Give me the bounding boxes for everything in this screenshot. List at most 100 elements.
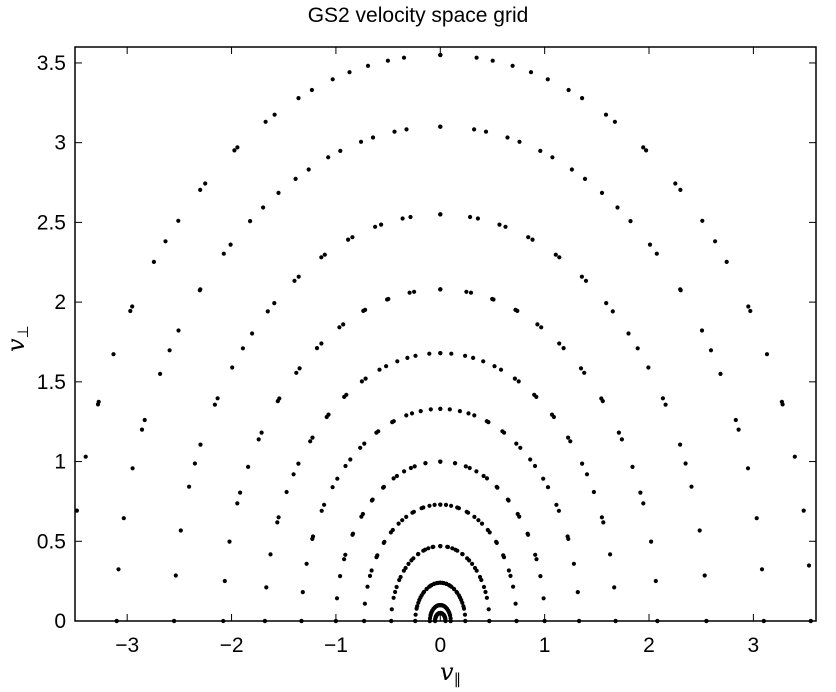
data-point — [438, 406, 443, 411]
y-tick-label: 2.5 — [37, 211, 66, 234]
data-point — [388, 530, 393, 535]
data-point — [343, 552, 348, 557]
data-point — [173, 573, 178, 578]
data-point — [603, 112, 609, 117]
data-point — [571, 561, 577, 566]
data-point — [319, 255, 324, 260]
data-point — [342, 394, 347, 399]
data-point — [275, 520, 280, 525]
data-point — [503, 224, 508, 229]
data-point — [481, 359, 486, 364]
tick-labels: −3 −2 −1 0 1 2 3 0 0.5 1 1.5 2 2.5 3 3.5 — [37, 52, 759, 657]
data-point — [704, 618, 709, 624]
data-point — [158, 371, 163, 376]
tick-marks — [75, 47, 816, 622]
data-point — [413, 618, 418, 624]
data-point — [792, 454, 797, 459]
data-point — [272, 301, 277, 306]
data-point — [74, 508, 79, 513]
data-point — [748, 308, 753, 314]
data-point — [583, 278, 589, 283]
x-tick-label: −2 — [220, 634, 244, 657]
data-point — [297, 366, 302, 371]
data-point — [467, 465, 472, 471]
data-point — [438, 124, 443, 129]
data-point — [296, 461, 301, 466]
data-point — [221, 251, 226, 256]
data-point — [754, 516, 759, 521]
data-point — [463, 464, 468, 469]
plot-frame — [74, 46, 817, 622]
data-point — [404, 413, 409, 418]
data-point — [510, 63, 515, 68]
data-point — [250, 331, 255, 336]
data-point — [291, 472, 296, 477]
data-point — [577, 618, 582, 624]
data-point — [486, 607, 491, 612]
data-point — [538, 574, 543, 579]
data-point — [599, 190, 605, 195]
data-point — [498, 367, 504, 372]
data-point — [308, 439, 313, 444]
data-point — [764, 352, 770, 357]
data-point — [615, 205, 620, 210]
data-point — [474, 568, 479, 573]
data-point — [306, 167, 311, 172]
data-point — [432, 502, 437, 507]
data-point — [296, 96, 301, 101]
data-point — [256, 437, 261, 442]
data-point — [535, 322, 540, 327]
data-point — [484, 595, 489, 600]
x-tick-label: 0 — [434, 634, 446, 657]
data-point — [337, 325, 342, 330]
data-point — [630, 464, 635, 469]
x-tick-label: −1 — [324, 634, 348, 657]
x-tick-label: 2 — [643, 634, 655, 657]
data-point — [294, 370, 299, 375]
data-point — [713, 239, 718, 244]
data-point — [172, 618, 177, 624]
data-point — [697, 528, 702, 533]
data-point — [456, 593, 461, 598]
data-point — [472, 127, 477, 132]
data-point — [761, 618, 766, 624]
data-point — [412, 289, 417, 294]
data-point — [167, 348, 172, 353]
data-point — [359, 379, 364, 384]
data-point — [358, 445, 363, 450]
data-point — [389, 618, 394, 624]
data-point — [492, 364, 497, 369]
data-point — [411, 556, 416, 561]
data-point — [376, 429, 381, 434]
data-point — [508, 573, 513, 579]
data-point — [238, 490, 243, 495]
data-point — [326, 155, 331, 160]
data-point — [319, 341, 324, 346]
data-point — [350, 531, 356, 536]
data-point — [395, 359, 400, 364]
data-point — [335, 476, 340, 481]
data-point — [212, 402, 217, 407]
data-point — [718, 371, 723, 376]
data-point — [310, 536, 315, 542]
data-point — [363, 307, 368, 312]
data-point — [394, 584, 399, 590]
data-point — [379, 222, 384, 227]
data-point — [599, 396, 604, 401]
data-point — [641, 501, 646, 506]
data-point — [468, 290, 474, 295]
data-point — [459, 597, 464, 603]
data-point — [139, 427, 145, 432]
data-point — [333, 618, 338, 624]
data-point — [487, 530, 492, 535]
data-point — [561, 346, 566, 351]
data-point — [438, 351, 443, 356]
data-point — [348, 457, 353, 462]
data-point — [362, 601, 367, 606]
data-point — [542, 618, 547, 624]
data-point — [330, 485, 335, 490]
data-point — [276, 515, 281, 520]
data-point — [514, 441, 519, 446]
data-point — [445, 544, 450, 549]
